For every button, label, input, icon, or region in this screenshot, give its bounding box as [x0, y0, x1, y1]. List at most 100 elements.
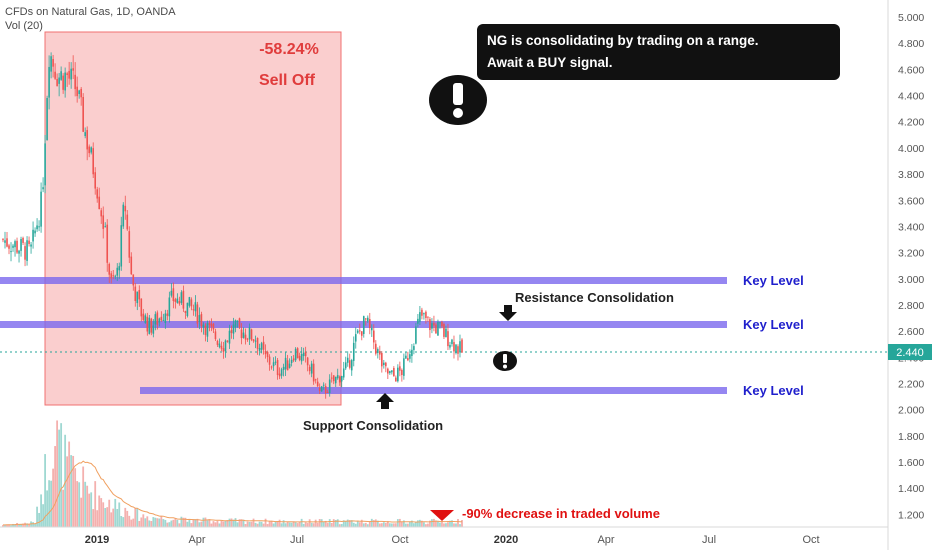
candle-body [236, 320, 239, 322]
candle-body [264, 350, 267, 355]
volume-bar [354, 523, 357, 527]
volume-indicator-label: Vol (20) [5, 20, 43, 32]
volume-bar [202, 517, 205, 527]
candle-body [50, 56, 52, 72]
volume-bar [240, 519, 243, 527]
candle-body [92, 148, 94, 175]
volume-bar [394, 523, 397, 527]
candle-body [240, 329, 243, 339]
volume-bar [390, 523, 393, 527]
candle-body [330, 377, 333, 379]
price-tick-label: 2.800 [898, 300, 924, 312]
candle-body [54, 71, 56, 79]
key-level-band-top [0, 277, 727, 284]
volume-bar [48, 480, 51, 527]
candle-body [326, 391, 329, 393]
candle-body [164, 313, 167, 323]
volume-bar [278, 519, 281, 527]
volume-bar [62, 489, 65, 527]
candle-body [180, 292, 183, 303]
candle-body [300, 354, 303, 362]
volume-bar [360, 519, 363, 527]
candle-body [186, 302, 189, 316]
candle-body [244, 334, 247, 340]
candle-body [84, 132, 86, 137]
price-tick-label: 3.800 [898, 169, 924, 181]
candle-body [46, 97, 48, 141]
candle-body [148, 317, 151, 334]
volume-bar [184, 517, 187, 527]
candle-body [282, 366, 285, 370]
candle-body [280, 369, 283, 376]
candle-body [403, 358, 405, 376]
volume-note: -90% decrease in traded volume [462, 506, 660, 521]
volume-bar [250, 521, 253, 527]
volume-bar [118, 502, 121, 527]
note-line-1: NG is consolidating by trading on a rang… [487, 33, 759, 48]
volume-bar [66, 456, 69, 527]
candle-body [112, 275, 115, 277]
candle-body [290, 359, 293, 363]
down-arrow-icon [499, 305, 517, 321]
key-level-label-middle: Key Level [743, 317, 804, 332]
volume-bar [264, 518, 267, 527]
price-tick-label: 4.200 [898, 117, 924, 129]
candle-body [364, 318, 367, 320]
volume-bar [461, 520, 463, 527]
candle-body [344, 362, 347, 369]
volume-bar [140, 517, 143, 527]
volume-bar [358, 522, 361, 527]
candle-body [322, 384, 325, 386]
price-tick-label: 4.800 [898, 38, 924, 50]
candle-body [455, 344, 457, 354]
volume-bar [431, 519, 433, 527]
volume-bar [56, 420, 59, 527]
volume-bar [88, 493, 91, 527]
volume-bar [104, 507, 107, 527]
candle-body [62, 75, 64, 90]
volume-bar [396, 519, 399, 527]
volume-bar [54, 446, 57, 527]
candle-body [32, 229, 34, 242]
volume-bar [439, 522, 441, 527]
candle-body [399, 366, 401, 371]
volume-bar [192, 519, 195, 527]
candle-body [246, 338, 249, 340]
volume-bar [188, 520, 191, 527]
candle-body [82, 96, 84, 132]
volume-bar [320, 519, 323, 527]
volume-bar [382, 522, 385, 527]
candle-body [397, 367, 399, 382]
last-price-tag[interactable] [888, 344, 932, 360]
candle-body [320, 386, 323, 392]
volume-bar [258, 521, 261, 527]
candle-body [134, 286, 137, 301]
time-tick-label: 2019 [85, 534, 109, 546]
time-tick-label: Apr [188, 534, 205, 546]
price-tick-label: 4.400 [898, 91, 924, 103]
volume-bar [435, 520, 437, 527]
resistance-label: Resistance Consolidation [515, 290, 674, 305]
candle-body [28, 240, 30, 244]
volume-bar [268, 521, 271, 527]
candle-body [70, 68, 72, 80]
candle-body [90, 147, 92, 153]
price-axis-ticks: 5.000 4.800 4.600 4.400 4.200 4.000 3.800 3.600… [898, 12, 924, 521]
candle-body [156, 312, 159, 325]
volume-bar [60, 423, 63, 527]
volume-bar [8, 524, 10, 527]
candle-body [409, 354, 411, 359]
key-level-band-bottom [140, 387, 727, 394]
volume-bar [198, 522, 201, 527]
candle-body [60, 71, 62, 80]
candle-body [425, 311, 427, 318]
volume-bar [356, 521, 359, 527]
volume-bar [419, 519, 421, 527]
candle-body [449, 344, 451, 348]
volume-bar [158, 518, 161, 527]
candle-body [242, 332, 245, 338]
volume-bar [6, 524, 8, 527]
candle-body [162, 319, 165, 321]
volume-bar [176, 519, 179, 527]
